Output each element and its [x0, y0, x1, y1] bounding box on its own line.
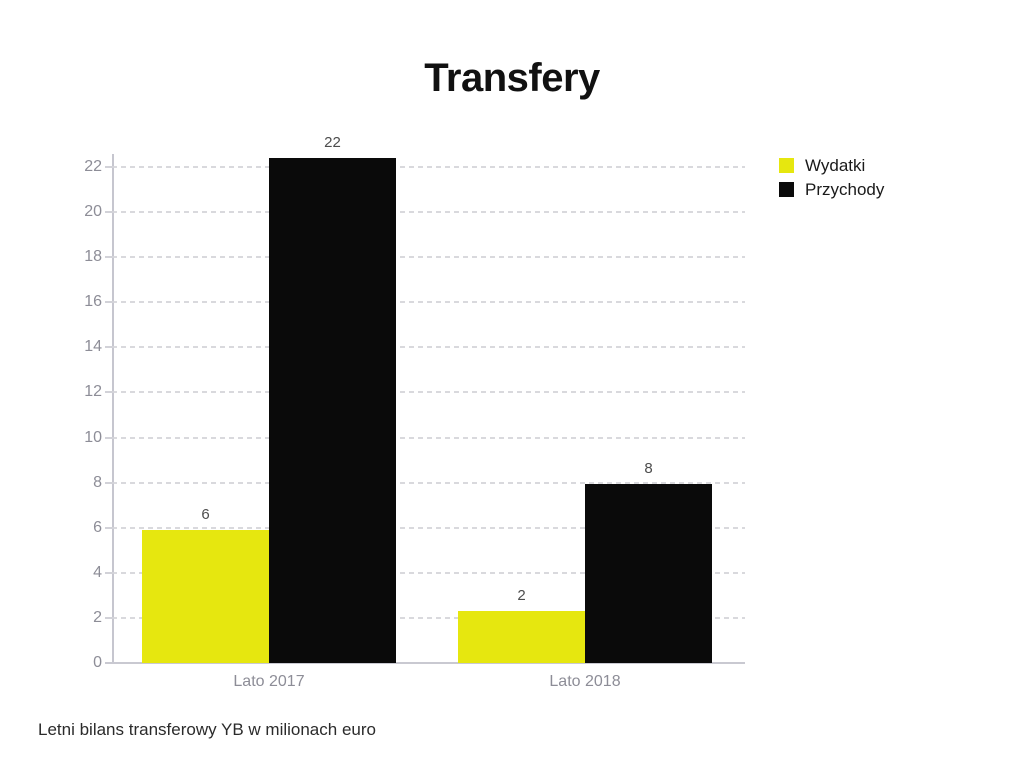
gridline-22 — [112, 166, 745, 169]
y-tick-label-20: 20 — [84, 203, 102, 221]
gridline-10 — [112, 436, 745, 439]
y-tick-mark-2 — [105, 616, 114, 619]
bar-przychody-lato-2018 — [585, 484, 712, 663]
y-tick-label-18: 18 — [84, 248, 102, 266]
y-tick-label-0: 0 — [93, 654, 102, 671]
y-tick-label-22: 22 — [84, 158, 102, 175]
y-tick-label-6: 6 — [93, 518, 102, 536]
legend-item-wydatki: Wydatki — [779, 157, 884, 174]
gridline-2 — [112, 616, 745, 619]
bar-wydatki-lato-2017 — [142, 530, 269, 663]
legend-swatch-icon — [779, 158, 794, 173]
y-tick-label-4: 4 — [93, 563, 102, 581]
bar-value-label: 2 — [517, 587, 526, 604]
y-tick-mark-14 — [105, 346, 114, 349]
x-axis-label-lato-2018: Lato 2018 — [549, 673, 621, 690]
bar-value-label: 6 — [201, 506, 210, 523]
y-tick-label-2: 2 — [93, 608, 102, 626]
y-tick-mark-4 — [105, 571, 114, 574]
y-axis-line — [112, 154, 114, 663]
x-axis-line — [105, 662, 745, 664]
gridline-16 — [112, 301, 745, 304]
y-tick-label-12: 12 — [84, 383, 102, 401]
y-tick-mark-20 — [105, 211, 114, 214]
chart-legend: Wydatki Przychody — [779, 157, 884, 205]
gridline-4 — [112, 571, 745, 574]
y-tick-label-14: 14 — [84, 338, 102, 356]
plot-area: 6 2 22 8 — [105, 134, 745, 664]
gridline-12 — [112, 391, 745, 394]
gridline-20 — [112, 211, 745, 214]
bar-wydatki-lato-2018 — [458, 611, 585, 663]
y-tick-mark-16 — [105, 301, 114, 304]
gridline-8 — [112, 481, 745, 484]
gridline-18 — [112, 256, 745, 259]
y-tick-mark-8 — [105, 481, 114, 484]
y-tick-label-8: 8 — [93, 473, 102, 491]
x-axis-label-lato-2017: Lato 2017 — [233, 673, 305, 690]
bar-value-label: 22 — [324, 134, 341, 151]
y-tick-mark-12 — [105, 391, 114, 394]
gridline-6 — [112, 526, 745, 529]
bar-value-label: 8 — [644, 460, 653, 477]
legend-label: Przychody — [805, 180, 885, 199]
chart-title: Transfery — [424, 56, 600, 100]
legend-swatch-icon — [779, 182, 794, 197]
y-tick-mark-22 — [105, 166, 114, 169]
y-tick-mark-18 — [105, 256, 114, 259]
gridline-14 — [112, 346, 745, 349]
y-tick-label-16: 16 — [84, 293, 102, 311]
legend-item-przychody: Przychody — [779, 181, 884, 198]
bar-przychody-lato-2017 — [269, 158, 396, 663]
y-tick-mark-6 — [105, 526, 114, 529]
y-tick-mark-10 — [105, 436, 114, 439]
y-tick-label-10: 10 — [84, 428, 102, 446]
chart-caption: Letni bilans transferowy YB w milionach … — [38, 720, 376, 739]
legend-label: Wydatki — [805, 156, 866, 175]
